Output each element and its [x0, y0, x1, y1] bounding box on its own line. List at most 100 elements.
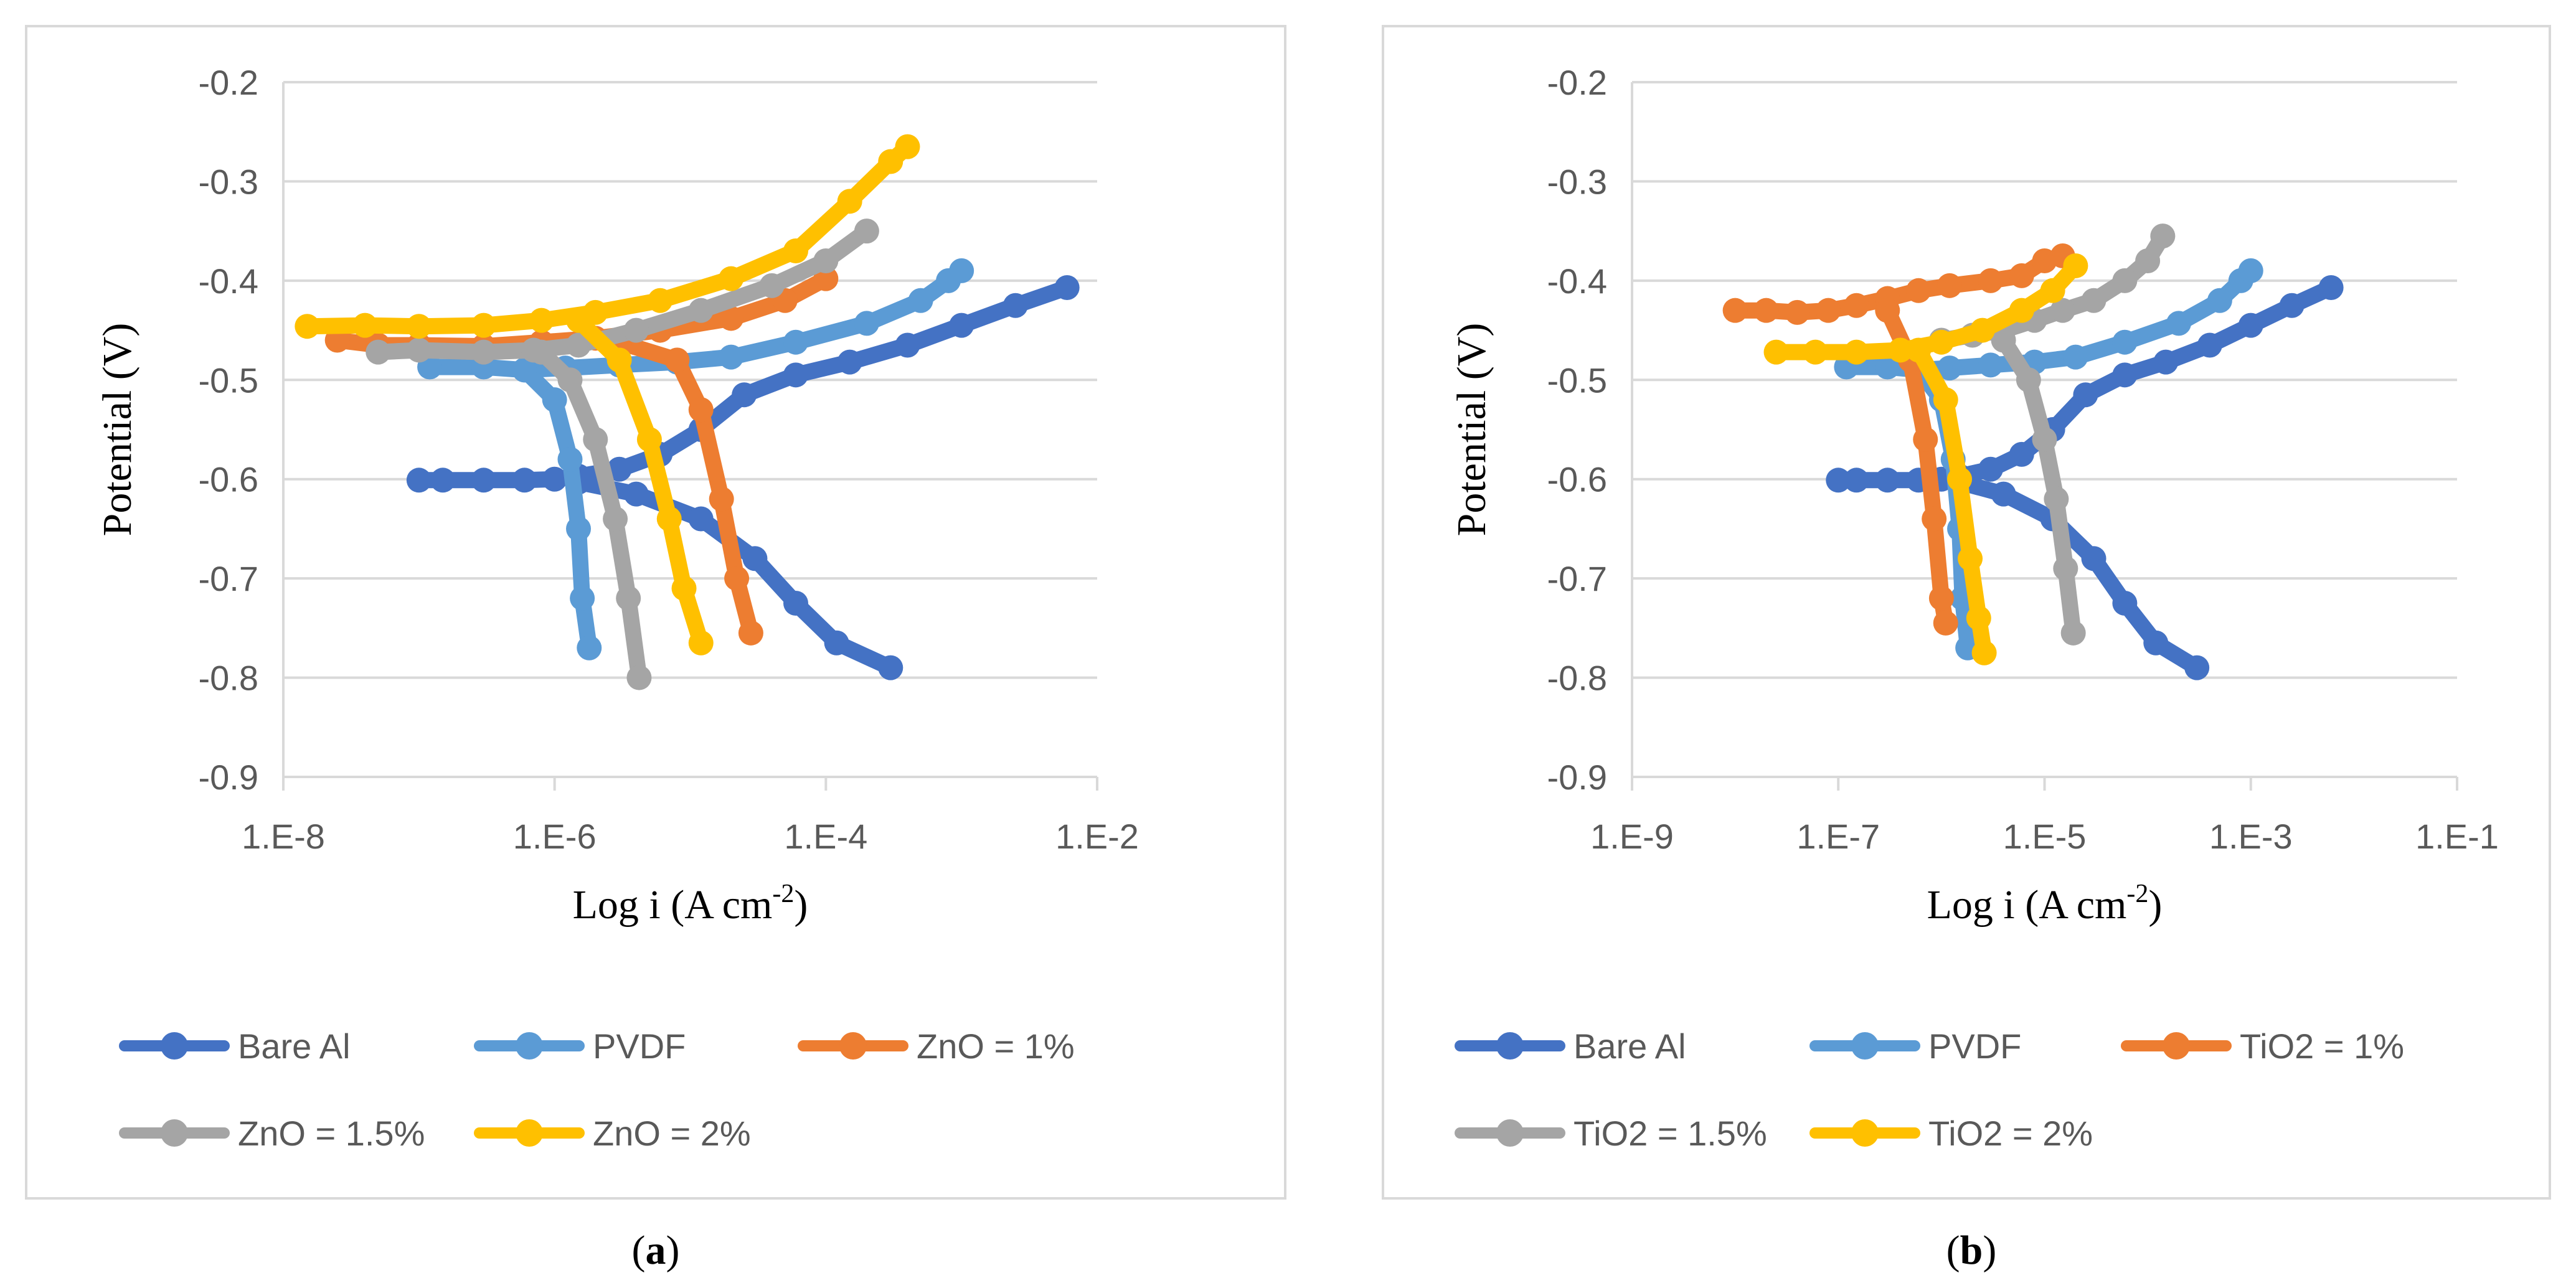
data-point: [688, 397, 714, 423]
data-point: [406, 468, 432, 493]
data-point: [2009, 298, 2034, 323]
data-point: [2143, 630, 2169, 656]
data-point: [1785, 299, 1810, 325]
data-point: [1978, 268, 2003, 293]
data-point: [1978, 456, 2003, 482]
legend-swatch-marker: [1496, 1032, 1524, 1060]
y-tick-label: -0.6: [199, 460, 259, 499]
data-point: [719, 306, 744, 331]
data-point: [2238, 258, 2263, 283]
data-point: [719, 344, 744, 370]
series-bare-al: [406, 275, 1080, 680]
data-point: [1003, 293, 1028, 318]
data-point: [1991, 327, 2016, 353]
data-point: [2050, 298, 2075, 323]
panel-label: (b): [1946, 1228, 1997, 1273]
data-point: [1875, 298, 1900, 323]
data-point: [1906, 278, 1932, 303]
data-point: [1970, 317, 1995, 343]
data-point: [1947, 466, 1973, 492]
data-point: [2153, 349, 2179, 375]
data-point: [2009, 263, 2034, 288]
data-point: [512, 357, 537, 383]
data-point: [837, 349, 862, 375]
x-axis-title: Log i (A cm-2): [1927, 880, 2163, 928]
y-tick-label: -0.8: [199, 659, 259, 698]
series-zno-1-5-: [366, 219, 879, 690]
data-point: [583, 426, 608, 452]
data-point: [2073, 382, 2098, 408]
data-point: [2009, 441, 2034, 467]
panel-label: (a): [632, 1228, 680, 1273]
data-point: [471, 468, 496, 493]
data-point: [623, 481, 649, 507]
data-point: [406, 314, 432, 339]
data-point: [471, 313, 496, 338]
data-point: [1958, 546, 1983, 571]
legend-label: TiO2 = 1%: [2240, 1027, 2404, 1066]
data-point: [471, 339, 496, 365]
y-tick-label: -0.2: [1547, 63, 1608, 102]
legend-label: PVDF: [1928, 1027, 2021, 1066]
data-point: [709, 486, 734, 512]
legend-entry: TiO2 = 1%: [2121, 1027, 2404, 1066]
legend-swatch-marker: [161, 1032, 188, 1060]
data-point: [1991, 481, 2016, 507]
x-axis-title: Log i (A cm-2): [573, 880, 808, 928]
data-point: [566, 332, 592, 358]
y-tick-label: -0.8: [1547, 659, 1608, 698]
x-tick-label: 1.E-1: [2415, 817, 2499, 856]
x-tick-label: 1.E-4: [784, 817, 867, 856]
data-point: [430, 468, 456, 493]
data-point: [295, 314, 320, 339]
data-point: [1054, 275, 1080, 301]
legend-label: Bare Al: [238, 1027, 351, 1066]
data-point: [1937, 355, 1962, 381]
legend-label: ZnO = 1.5%: [238, 1114, 425, 1153]
data-point: [1922, 506, 1947, 532]
data-point: [837, 189, 862, 214]
legend-label: TiO2 = 1.5%: [1573, 1114, 1767, 1153]
data-point: [623, 317, 649, 343]
data-point: [854, 311, 879, 336]
x-tick-label: 1.E-5: [2003, 817, 2087, 856]
legend-entry: PVDF: [1809, 1027, 2021, 1066]
data-point: [1978, 352, 2003, 378]
data-point: [570, 586, 595, 611]
legend-label: TiO2 = 2%: [1928, 1114, 2093, 1153]
x-tick-label: 1.E-3: [2209, 817, 2293, 856]
data-point: [1933, 387, 1958, 413]
legend-entry: ZnO = 2%: [474, 1114, 751, 1153]
data-point: [1844, 339, 1869, 365]
data-point: [606, 347, 632, 373]
data-point: [577, 635, 602, 660]
series-tio2-2-: [1763, 253, 2088, 665]
data-point: [1933, 610, 1958, 636]
data-point: [1928, 586, 1954, 611]
data-point: [949, 313, 974, 338]
data-point: [2040, 278, 2065, 303]
data-point: [759, 273, 785, 298]
chart-panel-a: -0.2 -0.3 -0.4 -0.5 -0.6 -0.7 -0.8 -0.9 1.E-8 1.E…: [25, 25, 1286, 1273]
data-point: [2053, 556, 2078, 581]
data-point: [1937, 273, 1962, 298]
legend-entry: Bare Al: [1455, 1027, 1686, 1066]
y-tick-label: -0.2: [199, 63, 259, 102]
data-point: [824, 630, 849, 656]
data-point: [1816, 298, 1841, 323]
series-zno-2-: [295, 134, 920, 656]
data-point: [813, 248, 839, 273]
data-point: [2184, 655, 2210, 680]
data-point: [783, 238, 809, 264]
data-point: [908, 288, 933, 313]
data-point: [895, 332, 920, 358]
data-point: [1875, 468, 1900, 493]
data-point: [1928, 329, 1954, 355]
x-tick-label: 1.E-6: [513, 817, 597, 856]
data-point: [2197, 332, 2222, 358]
data-point: [2166, 311, 2191, 336]
legend-entry: ZnO = 1.5%: [119, 1114, 425, 1153]
data-point: [1826, 468, 1851, 493]
x-tick-label: 1.E-7: [1796, 817, 1880, 856]
